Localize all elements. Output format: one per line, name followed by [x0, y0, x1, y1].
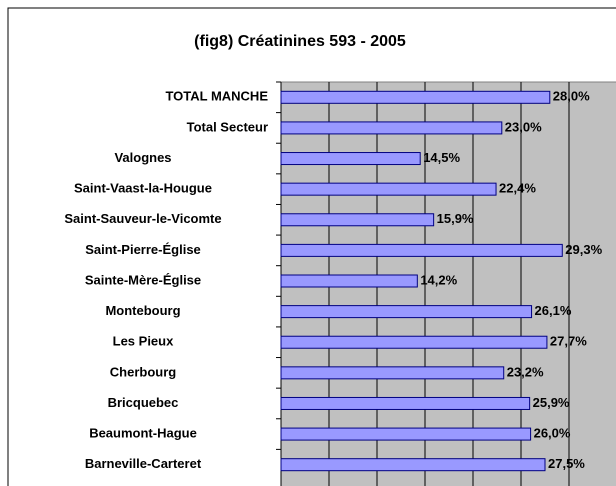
y-tick-label: Saint-Vaast-la-Hougue — [74, 181, 212, 196]
y-tick-label: Barneville-Carteret — [85, 456, 202, 471]
data-label: 27,5% — [548, 456, 585, 471]
data-label: 23,2% — [507, 364, 544, 379]
bar — [280, 182, 497, 196]
bar — [280, 152, 421, 166]
y-tick-label: Total Secteur — [187, 119, 268, 134]
bar — [280, 396, 531, 410]
bar — [280, 243, 563, 257]
bar — [280, 213, 435, 227]
bar — [280, 366, 505, 380]
y-tick-label: Bricquebec — [108, 395, 179, 410]
data-label: 23,0% — [505, 119, 542, 134]
data-label: 15,9% — [437, 211, 474, 226]
bar — [280, 335, 548, 349]
y-tick-label: Saint-Sauveur-le-Vicomte — [64, 211, 221, 226]
data-label: 26,0% — [534, 426, 571, 441]
y-tick-label: Montebourg — [105, 303, 180, 318]
y-tick-label: Cherbourg — [110, 364, 177, 379]
bar — [280, 121, 503, 135]
data-label: 14,2% — [420, 272, 457, 287]
y-tick-label: Valognes — [114, 150, 171, 165]
y-tick-label: Sainte-Mère-Église — [85, 272, 201, 287]
y-tick-label: Saint-Pierre-Église — [85, 242, 201, 257]
chart-title: (fig8) Créatinines 593 - 2005 — [194, 33, 406, 50]
bar — [280, 458, 546, 472]
data-label: 14,5% — [423, 150, 460, 165]
data-label: 25,9% — [533, 395, 570, 410]
bar — [280, 274, 418, 288]
data-label: 27,7% — [550, 334, 587, 349]
y-tick-label: TOTAL MANCHE — [165, 89, 268, 104]
bar — [280, 427, 532, 441]
bar — [280, 305, 533, 319]
bar — [280, 90, 551, 104]
data-label: 22,4% — [499, 181, 536, 196]
data-label: 29,3% — [565, 242, 602, 257]
y-tick-label: Beaumont-Hague — [89, 426, 197, 441]
data-label: 26,1% — [535, 303, 572, 318]
y-tick-label: Les Pieux — [113, 334, 174, 349]
data-label: 28,0% — [553, 89, 590, 104]
